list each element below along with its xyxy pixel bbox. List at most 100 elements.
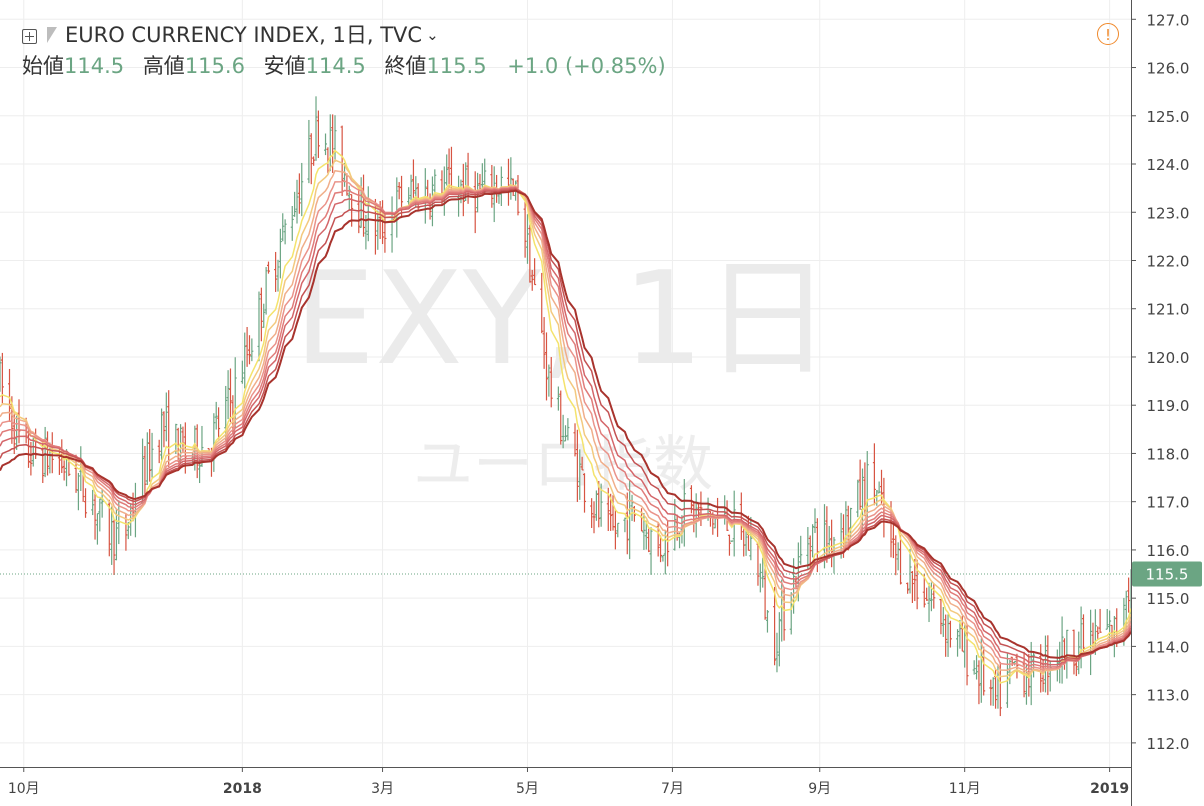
time-tick-label: 2019 [1090,781,1129,797]
ohlc-bar [262,303,266,328]
ohlc-bar [409,174,413,202]
ohlc-bar [217,407,221,440]
ohlc-bar [927,582,931,623]
ohlc-bar [107,499,111,557]
ohlc-bar [93,492,97,540]
ohlc-bar [580,456,584,471]
ohlc-bar [148,429,152,482]
ohlc-bar [597,480,601,528]
ma-line [0,187,1132,666]
ohlc-bar [376,210,380,250]
ohlc-bar [324,133,328,156]
ohlc-bar [761,557,765,588]
ohlc-bar [799,535,803,565]
ohlc-bar [858,459,862,510]
ohlc-bar [266,261,270,274]
ma-line [0,149,1132,684]
ohlc-bar [1096,626,1100,639]
ohlc-bar [775,632,779,673]
high-value: 115.6 [184,54,245,78]
ohlc-bar [1072,629,1076,675]
ohlc-bar [765,610,769,633]
ohlc-bar [525,214,529,264]
ohlc-bar [112,519,116,576]
ohlc-bar [164,392,168,442]
ohlc-bar [910,571,914,603]
ohlc-bar [561,414,565,449]
ohlc-bar [811,524,815,558]
ohlc-bar [575,429,579,502]
watermark: EXY, 1日 ユーロ指数 [294,245,832,500]
ohlc-bar [956,629,960,657]
ohlc-bar [312,156,316,166]
ohlc-bar [290,205,294,241]
ohlc-bar [948,620,952,648]
ohlc-bar [556,386,560,411]
price-tick-label: 120.0 [1147,349,1190,367]
ohlc-bar [114,508,118,561]
ohlc-bar [95,512,99,545]
ohlc-bar [573,423,577,457]
ohlc-bar [157,439,161,464]
ohlc-bar [62,459,66,481]
ohlc-bar [162,411,166,448]
ohlc-bar [849,507,853,537]
ohlc-bar [583,473,587,513]
ohlc-bar [316,110,320,158]
ohlc-bar [1015,653,1019,679]
ohlc-bar [264,267,268,315]
ohlc-bar [91,489,95,516]
ohlc-bar [333,115,337,162]
symbol-title[interactable]: EURO CURRENCY INDEX, 1日, TVC [65,23,423,47]
ohlc-bar [411,159,415,204]
ohlc-bar [932,584,936,609]
ohlc-bar [245,326,249,367]
time-axis[interactable]: 10月 2018 3月 5月 7月 9月 11月 2019 [8,767,1129,797]
ohlc-bar [274,251,278,292]
ohlc-bar [530,269,534,291]
ohlc-bar [913,558,917,602]
chevron-down-icon[interactable]: ⌄ [426,26,439,44]
ohlc-bar [293,191,297,217]
low-label: 安値 [263,54,306,78]
close-value: 115.5 [426,54,487,78]
symbol-title-row[interactable]: EURO CURRENCY INDEX, 1日, TVC ⌄ [22,19,439,49]
price-tick-label: 119.0 [1147,397,1190,415]
price-tick-label: 114.0 [1147,638,1190,656]
ohlc-bar [908,548,912,594]
price-tick-label: 126.0 [1147,60,1190,78]
time-tick-label: 5月 [516,781,539,797]
ohlc-bar [480,163,484,192]
ma-line [0,186,1132,669]
ohlc-bar [616,522,620,538]
price-tick-label: 112.0 [1147,735,1190,753]
ohlc-bar [283,219,287,245]
ohlc-bar [991,677,995,706]
ohlc-bar [877,481,881,494]
ohlc-bar [445,154,449,186]
flag-icon[interactable] [47,27,57,43]
price-axis[interactable]: 112.0 113.0 114.0 115.0 116.0 117.0 118.0 119.0… [1131,11,1189,753]
ohlc-bar [941,607,945,637]
ohlc-bar [566,418,570,441]
price-tick-label: 127.0 [1147,11,1190,29]
warning-icon[interactable]: ! [1097,23,1119,45]
ohlc-bar [295,179,299,224]
price-tick-label: 118.0 [1147,445,1190,463]
ohlc-bar [773,586,777,666]
ohlc-bar [613,510,617,550]
expand-icon[interactable] [22,29,37,44]
ohlc-bar [872,443,876,506]
low-value: 114.5 [305,54,366,78]
time-tick-label: 3月 [371,781,394,797]
ohlc-bar [46,431,50,476]
ohlc-bar [813,508,817,534]
price-tick-label: 115.0 [1147,590,1190,608]
ohlc-bar [98,498,102,532]
ohlc-bar [578,449,582,500]
ohlc-legend: 始値114.5 高値115.6 安値114.5 終値115.5 +1.0 (+0… [22,50,666,80]
ohlc-bar [806,527,810,570]
open-label: 始値 [22,54,64,78]
ohlc-bar [544,332,548,401]
